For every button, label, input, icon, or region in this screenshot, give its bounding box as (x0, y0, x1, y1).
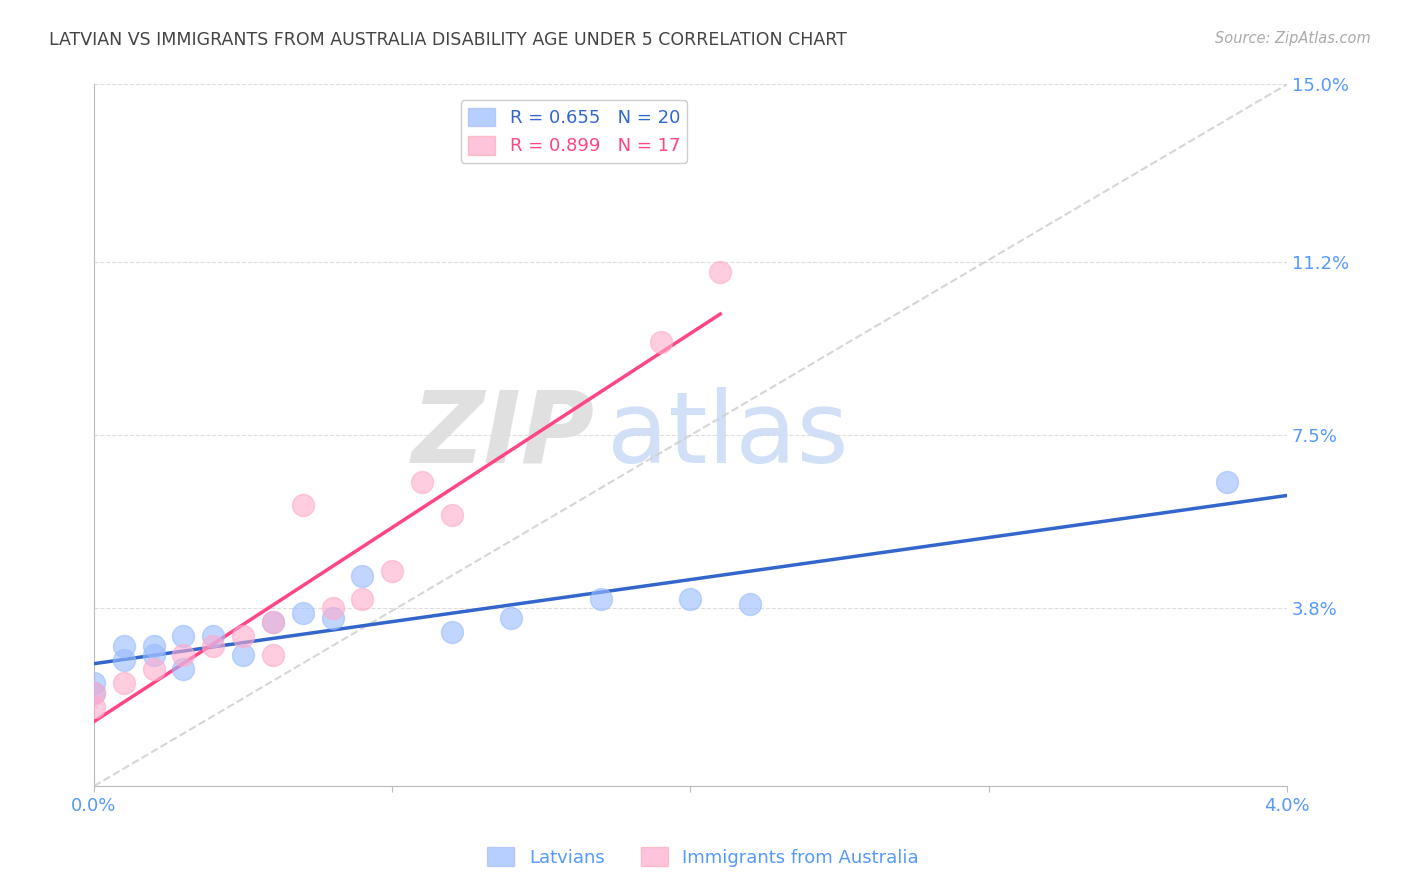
Point (679, 592, 702, 607)
Point (1216, 475, 1239, 489)
Text: ZIP: ZIP (412, 387, 595, 483)
Point (262, 615, 284, 630)
Point (112, 639, 135, 653)
Point (172, 630, 194, 644)
Point (738, 597, 761, 611)
Point (352, 592, 374, 607)
Point (321, 611, 343, 625)
Point (352, 568, 374, 582)
Point (650, 334, 672, 349)
Point (232, 648, 254, 662)
Point (262, 615, 284, 630)
Legend: R = 0.655   N = 20, R = 0.899   N = 17: R = 0.655 N = 20, R = 0.899 N = 17 (461, 101, 688, 162)
Point (440, 624, 463, 639)
Point (709, 264, 731, 278)
Point (262, 648, 284, 662)
Point (381, 564, 404, 578)
Text: atlas: atlas (607, 387, 848, 483)
Point (142, 662, 165, 676)
Point (440, 508, 463, 522)
Point (291, 606, 314, 620)
Point (83, 699, 105, 714)
Point (142, 639, 165, 653)
Point (83, 676, 105, 690)
Point (589, 592, 612, 607)
Point (142, 648, 165, 662)
Point (501, 611, 523, 625)
Point (112, 653, 135, 667)
Text: LATVIAN VS IMMIGRANTS FROM AUSTRALIA DISABILITY AGE UNDER 5 CORRELATION CHART: LATVIAN VS IMMIGRANTS FROM AUSTRALIA DIS… (49, 31, 846, 49)
Text: Source: ZipAtlas.com: Source: ZipAtlas.com (1215, 31, 1371, 46)
Point (232, 630, 254, 644)
Point (172, 662, 194, 676)
Point (172, 648, 194, 662)
Point (321, 601, 343, 615)
Legend: Latvians, Immigrants from Australia: Latvians, Immigrants from Australia (479, 840, 927, 874)
Point (202, 630, 225, 644)
Point (411, 475, 433, 489)
Point (291, 499, 314, 513)
Point (202, 639, 225, 653)
Point (112, 676, 135, 690)
Point (83, 685, 105, 699)
Point (83, 685, 105, 699)
Y-axis label: Disability Age Under 5: Disability Age Under 5 (0, 343, 8, 528)
